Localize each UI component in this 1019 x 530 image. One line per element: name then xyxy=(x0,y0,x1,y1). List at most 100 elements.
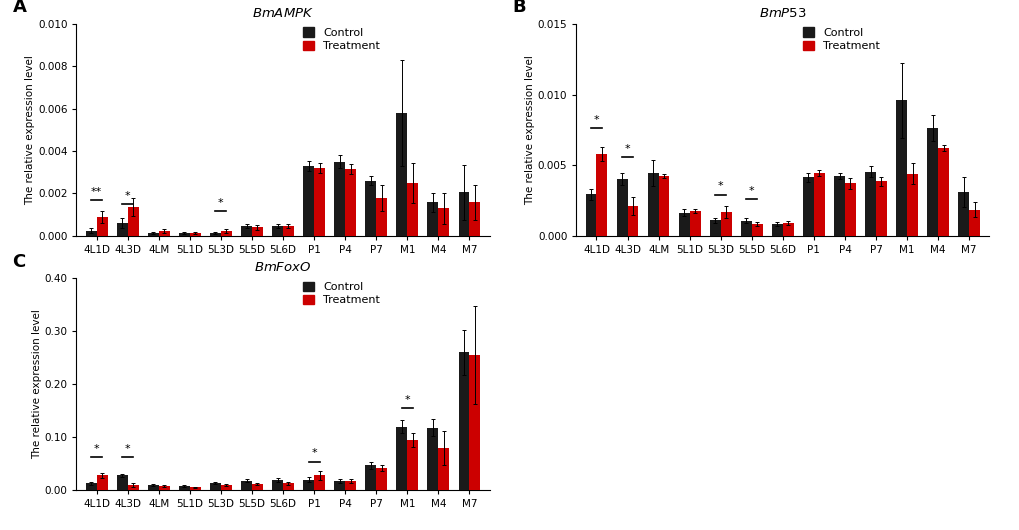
Bar xyxy=(127,207,139,236)
Bar xyxy=(469,355,480,490)
Bar xyxy=(376,198,387,236)
Bar xyxy=(303,166,314,236)
Title: $\it{BmFoxO}$: $\it{BmFoxO}$ xyxy=(254,261,312,275)
Bar xyxy=(221,231,231,236)
Bar xyxy=(864,172,875,236)
Bar xyxy=(844,183,855,236)
Bar xyxy=(148,485,159,490)
Text: *: * xyxy=(624,144,630,154)
Text: *: * xyxy=(124,191,130,201)
Bar xyxy=(117,223,127,236)
Bar xyxy=(771,224,783,236)
Text: **: ** xyxy=(91,187,102,197)
Bar xyxy=(314,168,325,236)
Bar xyxy=(272,226,283,236)
Bar xyxy=(365,181,376,236)
Bar xyxy=(148,233,159,236)
Bar xyxy=(190,233,201,236)
Bar xyxy=(802,177,813,236)
Bar xyxy=(783,223,793,236)
Text: A: A xyxy=(12,0,26,16)
Text: B: B xyxy=(512,0,526,16)
Bar xyxy=(190,487,201,490)
Bar xyxy=(906,174,917,236)
Y-axis label: The relative expression level: The relative expression level xyxy=(25,55,36,205)
Bar xyxy=(365,465,376,490)
Bar xyxy=(689,211,700,236)
Bar xyxy=(283,483,293,490)
Bar xyxy=(344,169,356,236)
Bar xyxy=(314,475,325,490)
Bar xyxy=(303,480,314,490)
Text: *: * xyxy=(748,186,754,196)
Bar xyxy=(334,162,344,236)
Bar xyxy=(407,183,418,236)
Bar xyxy=(396,113,407,236)
Bar xyxy=(210,483,221,490)
Bar xyxy=(896,100,906,236)
Bar xyxy=(240,226,252,236)
Bar xyxy=(813,173,824,236)
Bar xyxy=(678,213,689,236)
Bar xyxy=(127,485,139,490)
Bar xyxy=(596,154,606,236)
Bar xyxy=(438,448,448,490)
Bar xyxy=(97,475,107,490)
Text: *: * xyxy=(593,115,599,125)
Legend: Control, Treatment: Control, Treatment xyxy=(301,279,382,308)
Bar xyxy=(459,192,469,236)
Text: *: * xyxy=(311,448,317,458)
Bar xyxy=(97,217,107,236)
Bar xyxy=(926,128,937,236)
Bar xyxy=(117,475,127,490)
Text: *: * xyxy=(717,181,722,191)
Bar xyxy=(937,148,948,236)
Bar xyxy=(178,486,190,490)
Bar xyxy=(647,173,658,236)
Bar xyxy=(159,231,169,236)
Legend: Control, Treatment: Control, Treatment xyxy=(800,25,881,54)
Y-axis label: The relative expression level: The relative expression level xyxy=(525,55,534,205)
Bar xyxy=(407,440,418,490)
Bar xyxy=(210,233,221,236)
Bar xyxy=(469,202,480,236)
Bar xyxy=(283,226,293,236)
Y-axis label: The relative expression level: The relative expression level xyxy=(32,310,42,459)
Bar xyxy=(720,212,731,236)
Bar xyxy=(427,202,438,236)
Bar xyxy=(459,352,469,490)
Bar xyxy=(438,208,448,236)
Bar xyxy=(585,194,596,236)
Bar xyxy=(616,179,627,236)
Bar xyxy=(396,427,407,490)
Bar xyxy=(740,220,751,236)
Bar xyxy=(875,181,887,236)
Bar xyxy=(240,481,252,490)
Bar xyxy=(834,176,844,236)
Bar xyxy=(252,484,263,490)
Bar xyxy=(86,231,97,236)
Bar xyxy=(178,233,190,236)
Bar xyxy=(968,210,979,236)
Text: *: * xyxy=(405,395,410,405)
Title: $\it{BmAMPK}$: $\it{BmAMPK}$ xyxy=(252,7,314,20)
Text: *: * xyxy=(124,444,130,454)
Bar xyxy=(159,486,169,490)
Bar xyxy=(86,483,97,490)
Title: $\it{BmP53}$: $\it{BmP53}$ xyxy=(758,7,806,20)
Legend: Control, Treatment: Control, Treatment xyxy=(301,25,382,54)
Bar xyxy=(709,220,720,236)
Bar xyxy=(427,428,438,490)
Bar xyxy=(658,176,668,236)
Bar xyxy=(751,224,762,236)
Text: *: * xyxy=(94,444,100,454)
Bar xyxy=(958,192,968,236)
Text: *: * xyxy=(218,198,223,208)
Bar xyxy=(334,481,344,490)
Bar xyxy=(221,485,231,490)
Bar xyxy=(627,206,638,236)
Bar xyxy=(252,227,263,236)
Bar xyxy=(344,481,356,490)
Bar xyxy=(376,468,387,490)
Bar xyxy=(272,480,283,490)
